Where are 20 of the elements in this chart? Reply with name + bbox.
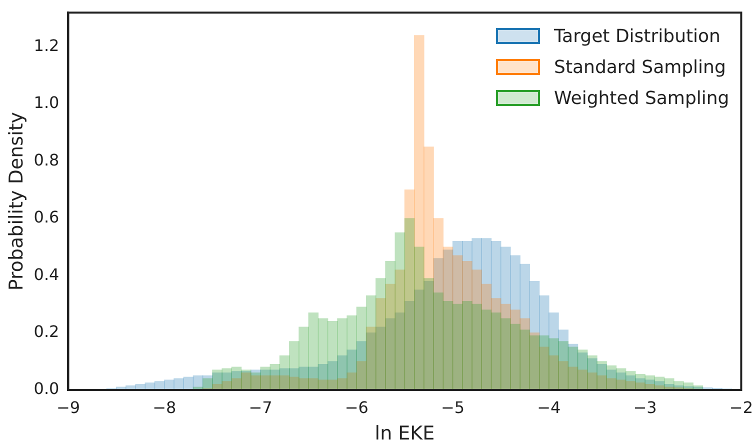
x-axis-title: ln EKE: [374, 422, 435, 445]
y-tick-label: 1.0: [34, 93, 60, 112]
x-tick-label: −7: [248, 398, 272, 417]
y-tick-label: 1.2: [34, 36, 60, 56]
y-axis-title: Probability Density: [5, 112, 28, 291]
x-tick-label: −8: [152, 398, 176, 417]
y-tick-label: 0.8: [34, 150, 60, 170]
y-tick-label: 0.6: [34, 208, 60, 227]
legend-label: Target Distribution: [554, 26, 720, 47]
legend-label: Standard Sampling: [554, 56, 726, 78]
y-tick-label: 0.2: [34, 322, 60, 341]
y-tick-label: 0.4: [34, 264, 60, 284]
x-tick-label: −3: [633, 398, 657, 417]
x-tick-label: −9: [56, 398, 80, 417]
y-tick-label: 0.0: [34, 379, 60, 398]
x-tick-label: −2: [729, 398, 754, 417]
x-tick-label: −6: [344, 398, 368, 417]
x-tick-label: −4: [537, 398, 561, 417]
legend-label: Weighted Sampling: [554, 88, 730, 109]
x-tick-label: −5: [441, 398, 465, 417]
